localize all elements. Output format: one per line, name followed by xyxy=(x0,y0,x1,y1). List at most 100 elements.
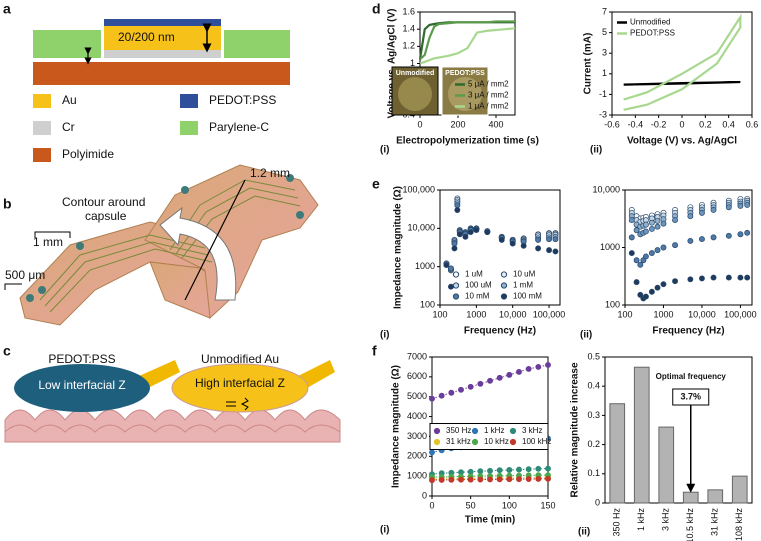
point xyxy=(642,228,649,235)
point xyxy=(535,236,542,243)
x-tick-label: 1 kHz xyxy=(636,508,646,532)
legend-label: 1 mM xyxy=(513,281,533,290)
panel-label: c xyxy=(3,343,11,359)
y-tick-label: 1000 xyxy=(407,471,427,481)
label: PEDOT:PSS xyxy=(48,352,115,366)
bar xyxy=(731,475,748,504)
point xyxy=(498,236,505,243)
sublabel: (i) xyxy=(380,145,389,156)
y-tick-label: 4000 xyxy=(407,411,427,421)
y-tick-label: 0.1 xyxy=(587,468,600,478)
x-axis-label: Frequency (Hz) xyxy=(652,326,724,337)
point xyxy=(443,262,450,269)
panel-label: a xyxy=(3,1,11,17)
annotation: 500 μm xyxy=(5,268,45,282)
y-tick-label: 3000 xyxy=(407,431,427,441)
legend-frame xyxy=(429,423,549,450)
point xyxy=(429,395,435,402)
annotation: 1.2 mm xyxy=(250,166,290,180)
x-tick-label: -0.2 xyxy=(651,119,667,129)
x-axis-label: Voltage (V) vs. Ag/AgCl xyxy=(627,136,737,147)
point xyxy=(654,284,661,291)
legend-swatch xyxy=(180,121,198,135)
label: High interfacial Z xyxy=(195,376,285,390)
point xyxy=(672,278,679,285)
y-tick-label: 5000 xyxy=(407,391,427,401)
legend-label: 350 Hz xyxy=(446,426,471,435)
point xyxy=(448,389,455,396)
y-tick-label: 100 xyxy=(420,299,435,309)
point xyxy=(552,236,559,243)
point xyxy=(725,204,732,211)
point xyxy=(458,476,464,483)
x-tick-label: 100,000 xyxy=(533,309,566,319)
legend-label: 1 uM xyxy=(465,270,483,279)
legend-label: PEDOT:PSS xyxy=(209,93,276,107)
point xyxy=(545,475,551,482)
bar xyxy=(658,426,675,504)
point xyxy=(438,392,445,399)
legend-marker xyxy=(509,438,517,446)
point xyxy=(546,247,553,254)
point xyxy=(487,476,493,483)
y-tick-label: 0 xyxy=(595,497,600,507)
point xyxy=(467,476,474,483)
point xyxy=(744,274,751,281)
legend-label: 1 kHz xyxy=(484,426,504,435)
sublabel: (i) xyxy=(380,330,389,341)
point xyxy=(506,476,513,483)
point xyxy=(642,221,649,228)
legend-marker xyxy=(452,293,460,300)
electrode xyxy=(171,363,309,413)
legend-label: 3 μA / mm2 xyxy=(468,91,509,100)
x-tick-label: 100 xyxy=(617,309,632,319)
point xyxy=(737,202,744,209)
point xyxy=(451,245,458,252)
y-tick-label: 1.2 xyxy=(402,41,415,51)
panel-label: b xyxy=(3,196,12,212)
x-tick-label: 0 xyxy=(417,119,422,129)
point xyxy=(535,475,542,482)
x-tick-label: 3 kHz xyxy=(661,508,671,532)
y-tick-label: 10,000 xyxy=(407,223,435,233)
legend-label: Au xyxy=(62,93,77,107)
series-line xyxy=(623,80,741,86)
x-tick-label: 1000 xyxy=(466,309,486,319)
x-tick-label: 0 xyxy=(679,119,684,129)
point xyxy=(487,467,493,474)
x-axis-label: Time (min) xyxy=(465,515,515,526)
point xyxy=(642,293,649,300)
point xyxy=(698,209,705,216)
annotation: 1 mm xyxy=(33,235,63,249)
inset-label: Unmodified xyxy=(396,70,435,77)
series-line xyxy=(419,27,516,65)
legend-label: Polyimide xyxy=(62,147,114,161)
point xyxy=(520,242,527,249)
legend-label: 10 uM xyxy=(513,270,536,279)
point xyxy=(484,229,491,235)
point xyxy=(467,383,474,390)
point xyxy=(477,380,484,387)
x-tick-label: 10,000 xyxy=(688,309,716,319)
point xyxy=(506,371,513,378)
sublabel: (ii) xyxy=(580,330,592,341)
y-axis-label: Impedance magnitude (Ω) xyxy=(393,186,404,309)
point xyxy=(687,213,694,220)
x-tick-label: 150 xyxy=(540,500,555,510)
sublabel: (ii) xyxy=(590,145,602,156)
legend-marker xyxy=(471,438,479,446)
point xyxy=(525,365,532,372)
x-tick-label: 100 xyxy=(432,309,447,319)
legend-label: 10 mM xyxy=(465,292,490,301)
inset-photo xyxy=(398,77,432,111)
bar xyxy=(707,489,724,504)
legend-label: 1 μA / mm2 xyxy=(468,102,509,111)
point xyxy=(447,283,454,290)
point xyxy=(552,248,559,255)
legend-marker xyxy=(433,438,441,446)
point xyxy=(737,274,744,281)
point xyxy=(710,206,717,213)
point xyxy=(545,361,551,368)
x-tick-label: 100 xyxy=(502,500,517,510)
